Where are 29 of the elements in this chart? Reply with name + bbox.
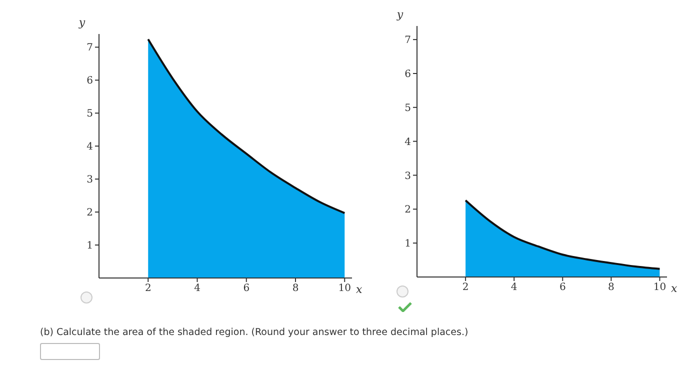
y-axis-title: y: [78, 16, 86, 29]
text: (b) Calculate the area of the shaded region. (Round your answer to three decimal places.): [40, 327, 468, 338]
x-tick-label: 4: [510, 282, 518, 294]
y-tick-label: 6: [86, 76, 93, 87]
x-tick-label: 8: [292, 283, 299, 294]
y-tick-label: 5: [404, 102, 411, 114]
x-axis-title: x: [671, 282, 678, 295]
y-tick-label: 5: [86, 108, 93, 120]
x-tick-label: 10: [338, 283, 351, 294]
x-axis-title: x: [356, 282, 363, 296]
y-tick-label: 7: [404, 35, 411, 46]
x-tick-label: 6: [243, 283, 250, 294]
x-tick-label: 10: [653, 282, 666, 294]
y-tick-label: 4: [404, 136, 411, 148]
x-tick-label: 4: [194, 283, 200, 294]
y-tick-label: 4: [86, 142, 93, 153]
x-tick-label: 8: [608, 282, 614, 294]
x-tick-label: 6: [559, 282, 566, 294]
y-tick-label: 7: [86, 42, 93, 54]
y-tick-label: 2: [86, 208, 93, 219]
y-tick-label: 1: [404, 238, 411, 250]
x-tick-label: 2: [462, 282, 469, 294]
y-tick-label: 2: [404, 204, 411, 216]
y-tick-label: 1: [86, 240, 93, 252]
y-axis-title: y: [396, 8, 404, 21]
y-tick-label: 6: [404, 69, 411, 80]
y-tick-label: 3: [404, 170, 411, 182]
x-tick-label: 2: [144, 283, 152, 294]
y-tick-label: 3: [86, 174, 93, 186]
